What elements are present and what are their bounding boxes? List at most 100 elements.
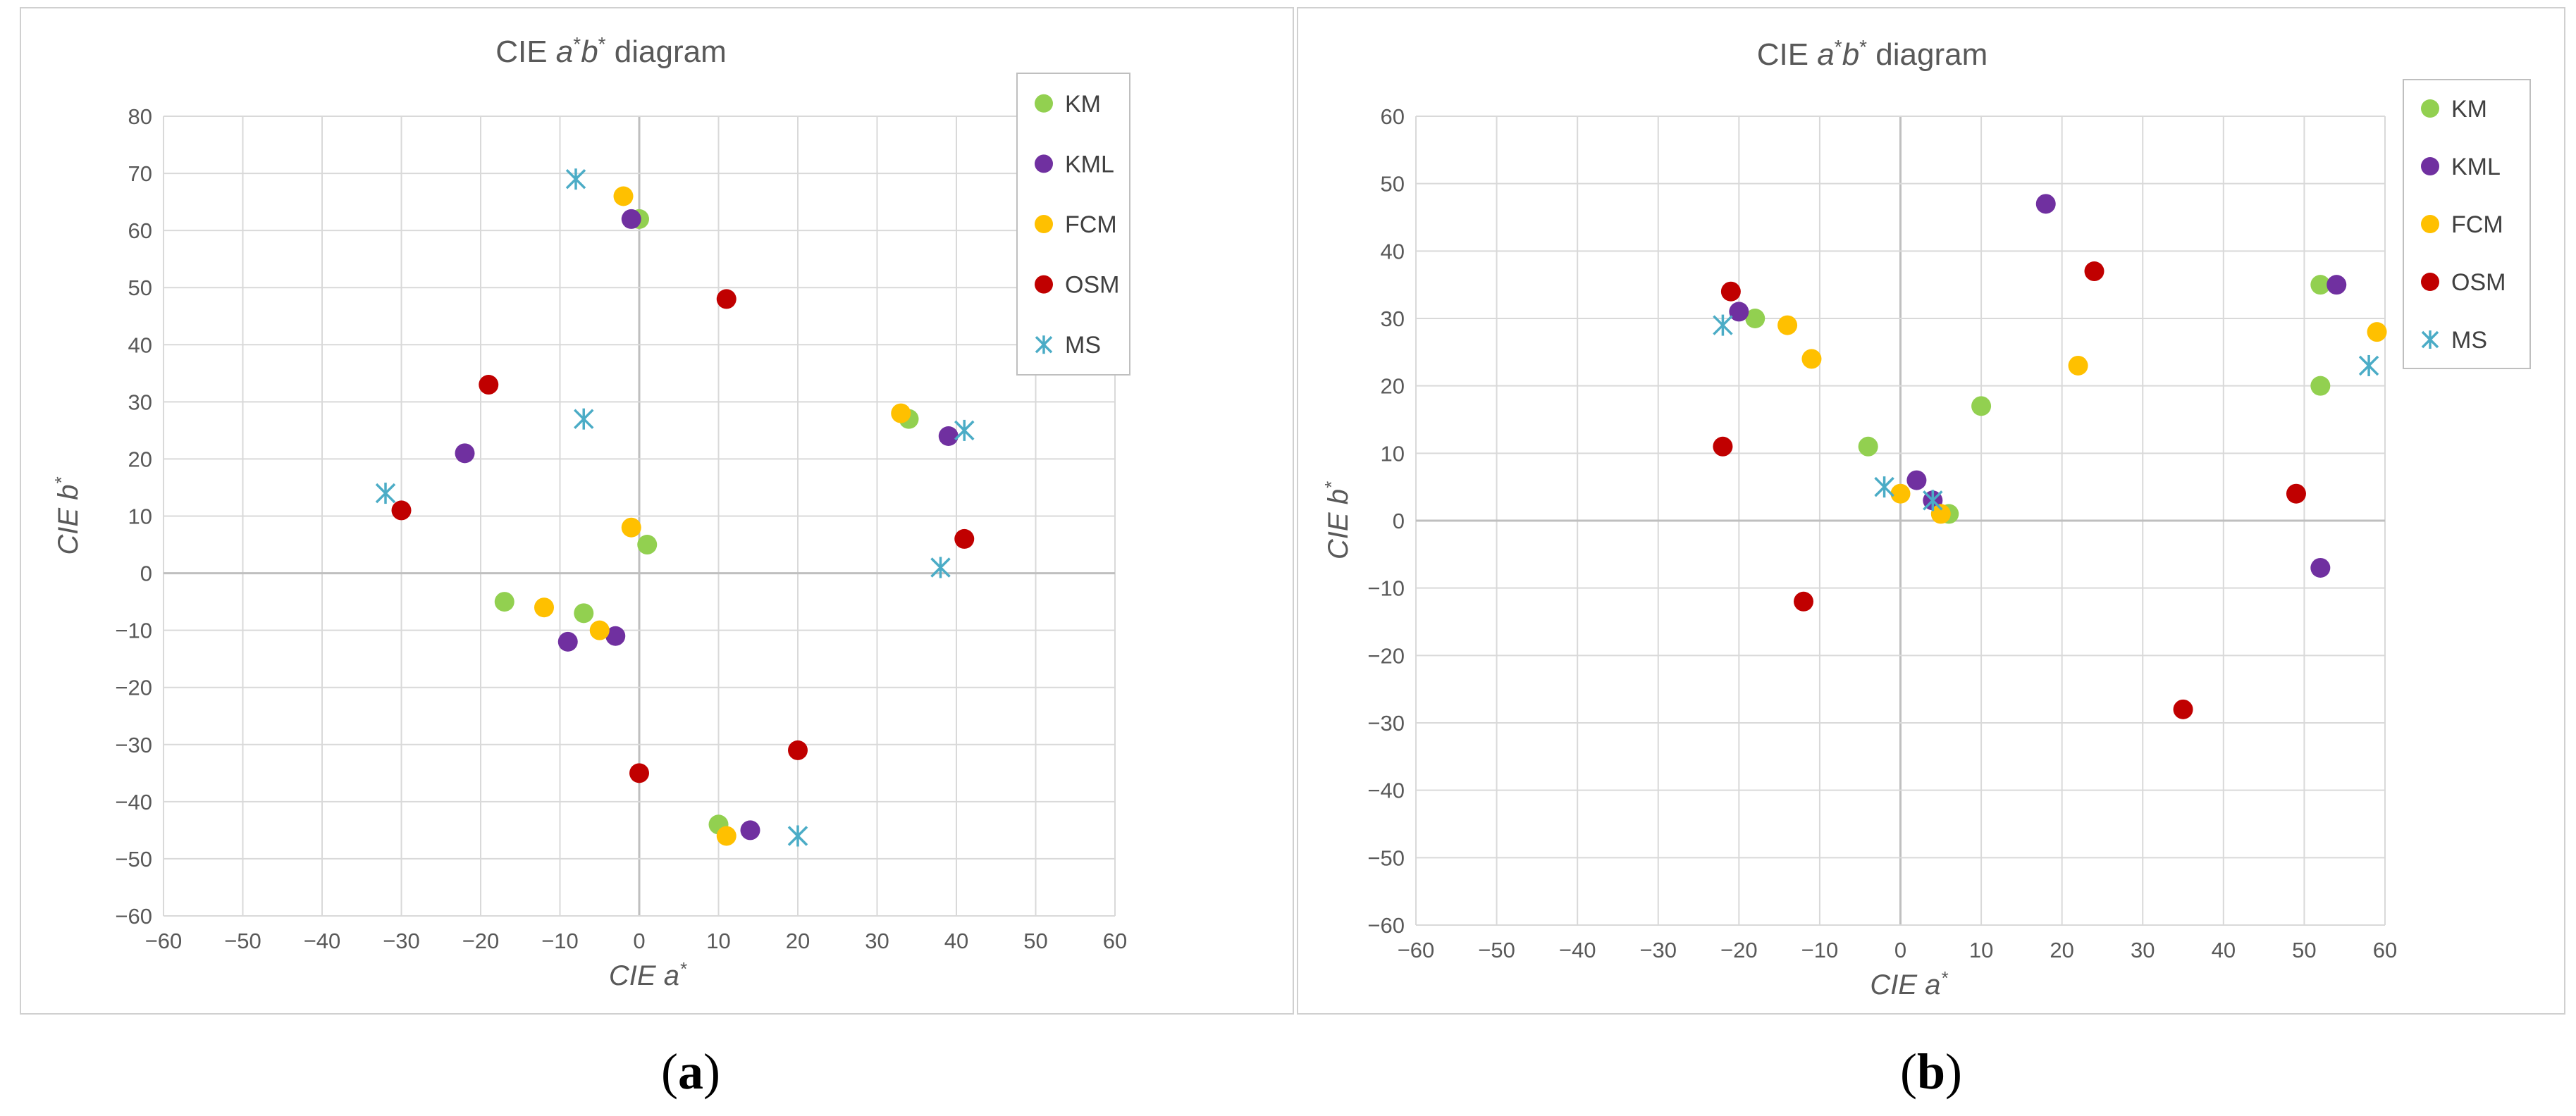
data-point-km	[1858, 436, 1878, 457]
data-point-osm	[629, 763, 649, 783]
data-point-osm	[716, 289, 737, 309]
caption-a-open: (	[661, 1043, 678, 1100]
data-point-ms	[1874, 476, 1894, 498]
data-point-fcm	[716, 826, 737, 846]
x-tick-label: 20	[2050, 938, 2073, 962]
data-point-osm	[479, 375, 499, 395]
y-tick-label: −10	[115, 619, 152, 643]
data-point-osm	[391, 500, 412, 521]
x-tick-label: −20	[462, 929, 500, 953]
legend-label-kml: KML	[2451, 154, 2501, 180]
y-label-pre: CIE	[1323, 504, 1354, 559]
x-axis-label: CIE a*	[1870, 967, 1948, 1000]
data-point-kml	[938, 426, 959, 446]
x-tick-label: −30	[1639, 938, 1677, 962]
x-axis-label: CIE a*	[609, 958, 687, 991]
y-label-pre: CIE	[53, 500, 84, 555]
legend-label-km: KM	[2451, 96, 2487, 123]
x-tick-label: −60	[1398, 938, 1435, 962]
y-label-var: b	[1323, 489, 1354, 504]
data-point-kml	[2035, 194, 2056, 214]
caption-b: (b)	[1825, 1043, 2037, 1101]
data-point-osm	[2084, 261, 2104, 282]
data-point-fcm	[534, 597, 554, 618]
data-point-ms	[1713, 314, 1733, 336]
data-point-km	[1745, 309, 1765, 328]
legend-marker-ms	[1035, 335, 1053, 354]
data-point-km	[494, 592, 514, 612]
y-tick-label: −20	[115, 676, 152, 700]
y-tick-label: 20	[128, 447, 152, 471]
title-a: a	[1817, 37, 1834, 72]
title-b: b	[581, 35, 598, 69]
data-point-ms	[2358, 354, 2379, 376]
y-tick-label: −60	[115, 904, 152, 929]
legend: KM KML FCM OSM MS	[1016, 73, 1130, 376]
data-point-kml	[605, 626, 626, 646]
x-tick-label: −50	[224, 929, 261, 953]
data-point-osm	[2173, 699, 2193, 719]
x-tick-label: 40	[944, 929, 968, 953]
x-label-var: a	[1925, 969, 1940, 1000]
x-tick-label: −30	[383, 929, 420, 953]
data-point-ms	[1923, 490, 1943, 512]
y-tick-label: 70	[128, 161, 152, 186]
caption-a-close: )	[703, 1043, 720, 1100]
x-tick-label: −60	[145, 929, 183, 953]
caption-a: (a)	[585, 1043, 796, 1101]
y-tick-label: 20	[1381, 374, 1405, 399]
y-tick-label: −30	[1367, 711, 1405, 736]
data-point-km	[2310, 376, 2331, 396]
title-b: b	[1842, 37, 1859, 72]
grid-b	[1415, 116, 2386, 926]
series-km	[494, 209, 919, 835]
chart-title: CIE a*b* diagram	[495, 33, 727, 69]
legend-marker-kml	[1035, 154, 1053, 173]
x-tick-label: 60	[2373, 938, 2397, 962]
y-tick-label: −40	[1367, 779, 1405, 803]
y-label-var: b	[53, 485, 84, 500]
legend-marker-osm	[1035, 275, 1053, 294]
data-point-ms	[930, 557, 951, 578]
caption-b-close: )	[1945, 1043, 1962, 1100]
data-point-fcm	[1777, 315, 1798, 335]
x-tick-label: 20	[786, 929, 810, 953]
x-tick-label: 60	[1103, 929, 1127, 953]
legend-marker-ms	[2421, 330, 2439, 349]
x-tick-label: 30	[865, 929, 889, 953]
data-point-fcm	[613, 186, 634, 206]
x-label-star: *	[679, 958, 687, 979]
y-tick-label: −40	[115, 790, 152, 814]
y-tick-label: −10	[1367, 576, 1405, 601]
data-point-kml	[2310, 557, 2331, 578]
data-point-fcm	[1801, 349, 1822, 369]
legend-label-km: KM	[1065, 91, 1101, 118]
legend: KM KML FCM OSM MS	[2403, 79, 2531, 369]
data-point-kml	[740, 820, 760, 841]
data-point-kml	[455, 443, 475, 464]
data-point-kml	[1729, 302, 1749, 322]
x-tick-label: −20	[1720, 938, 1758, 962]
y-label-star: *	[51, 477, 72, 485]
y-tick-label: −50	[1367, 845, 1405, 870]
legend-marker-kml	[2421, 157, 2439, 175]
y-tick-label: 50	[1381, 172, 1405, 197]
x-tick-label: −10	[1801, 938, 1839, 962]
data-point-fcm	[2068, 355, 2088, 376]
data-point-kml	[1906, 470, 1927, 490]
y-tick-label: 0	[140, 562, 152, 586]
x-tick-label: −40	[304, 929, 341, 953]
data-point-kml	[621, 209, 641, 229]
y-tick-label: −60	[1367, 913, 1405, 938]
series-kml	[1729, 194, 2347, 578]
data-point-ms	[565, 168, 586, 190]
y-tick-label: −20	[1367, 643, 1405, 668]
data-point-kml	[2327, 275, 2347, 295]
x-label-pre: CIE	[609, 960, 664, 991]
y-tick-label: 10	[1381, 441, 1405, 466]
scatter-chart-b: −60 −50 −40 −30 −20 −10 0 10 20 30 40 50 60 −60 −50 −40…	[1321, 36, 2531, 1000]
legend-marker-fcm	[1035, 215, 1053, 233]
data-point-km	[1971, 396, 1992, 416]
legend-label-osm: OSM	[2451, 269, 2506, 296]
chart-panel-b: −60 −50 −40 −30 −20 −10 0 10 20 30 40 50 60 −60 −50 −40…	[1297, 7, 2565, 1015]
